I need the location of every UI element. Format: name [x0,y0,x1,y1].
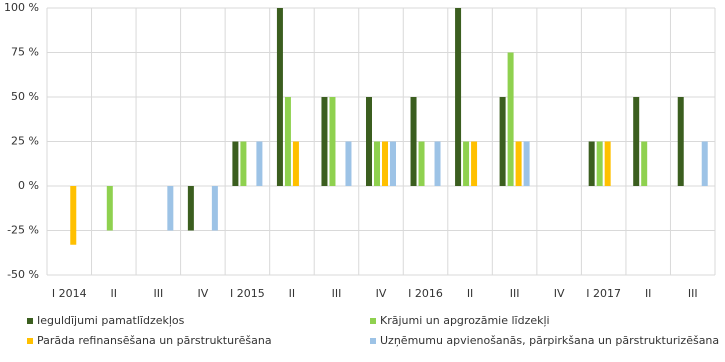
x-tick-label: II [289,287,296,300]
bar [390,141,396,186]
bar [434,141,441,186]
legend-marker [370,338,376,344]
bar [410,97,417,186]
bar [292,141,299,186]
legend-marker [370,318,376,324]
bar [374,141,380,186]
bar [321,97,328,186]
y-tick-label: -50 % [7,268,39,281]
x-tick-label: IV [376,287,387,300]
y-tick-label: 75 % [11,46,39,59]
bar [604,141,611,186]
x-tick-label: I 2015 [230,287,265,300]
x-tick-label: I 2016 [408,287,443,300]
x-tick-label: III [510,287,520,300]
legend-label: Krājumi un apgrozāmie līdzekļi [380,314,550,327]
bar [167,186,174,231]
bar [382,141,388,186]
bar [471,141,478,186]
bar [588,141,595,186]
bar [515,141,522,186]
bar [677,97,684,186]
bar [499,97,506,186]
x-tick-label: III [332,287,342,300]
x-tick-label: IV [554,287,565,300]
x-tick-label: IV [197,287,208,300]
y-tick-label: 50 % [11,90,39,103]
bar [633,97,640,186]
y-tick-label: 25 % [11,135,39,148]
bar [345,141,352,186]
x-tick-label: II [111,287,118,300]
bar [523,141,530,186]
bar [187,186,194,231]
x-tick-label: I 2017 [586,287,621,300]
bar [284,97,291,186]
bar [507,52,514,186]
bar [211,186,218,231]
bar [232,141,239,186]
bar [641,141,648,186]
bar [596,141,603,186]
bar [418,141,425,186]
y-tick-label: 100 % [4,1,39,14]
bar [276,8,283,186]
legend-label: Uzņēmumu apvienošanās, pārpirkšana un pā… [380,334,719,347]
bar [106,186,113,231]
x-tick-label: II [467,287,474,300]
bar [463,141,470,186]
legend-label: Ieguldījumi pamatlīdzekļos [37,314,185,327]
y-tick-label: 0 % [18,179,39,192]
x-tick-label: III [688,287,698,300]
x-tick-label: II [645,287,652,300]
bar [366,97,372,186]
bar [256,141,263,186]
x-tick-label: I 2014 [52,287,87,300]
y-tick-label: -25 % [7,224,39,237]
bar [240,141,247,186]
x-tick-label: III [153,287,163,300]
legend-marker [27,338,33,344]
bar [329,97,336,186]
bar [455,8,462,186]
bar [701,141,708,186]
bar [70,186,77,245]
legend-marker [27,318,33,324]
legend-label: Parāda refinansēšana un pārstrukturēšana [37,334,272,347]
